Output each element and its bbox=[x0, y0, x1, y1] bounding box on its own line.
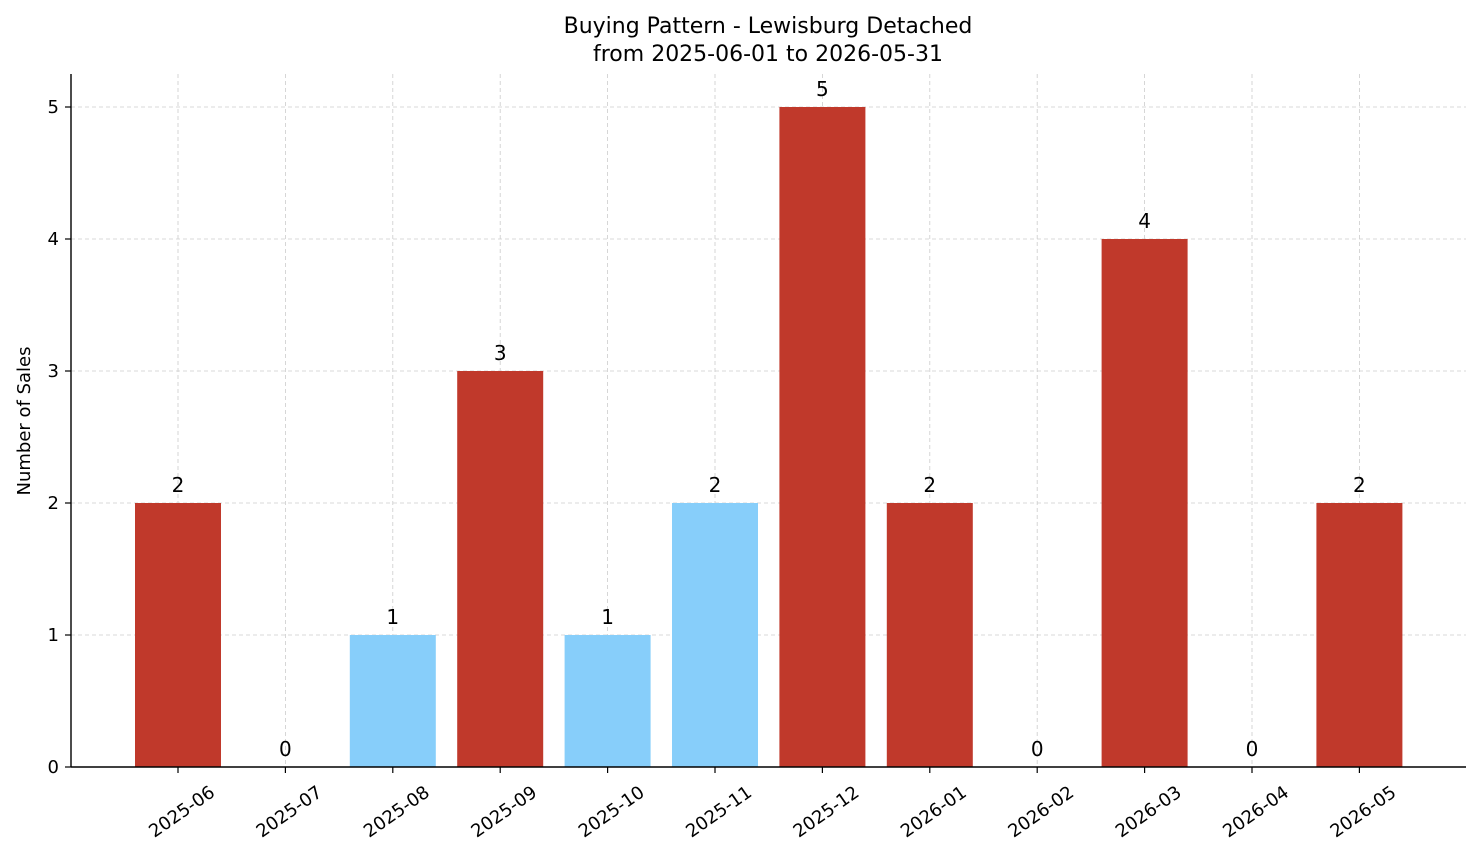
x-tick-label: 2026-03 bbox=[1112, 782, 1186, 842]
value-label-2025-10: 1 bbox=[601, 605, 614, 629]
value-label-2026-03: 4 bbox=[1138, 209, 1151, 233]
bar-2026-01 bbox=[886, 503, 973, 767]
bar-2025-10 bbox=[564, 635, 651, 767]
value-labels-layer: 2 0 1 3 1 2 5 2 0 4 0 2 bbox=[172, 77, 1366, 761]
bar-2025-09 bbox=[457, 371, 544, 767]
bar-2025-08 bbox=[349, 635, 436, 767]
grid-layer bbox=[71, 74, 1466, 768]
x-tick-label: 2025-06 bbox=[145, 782, 219, 842]
x-tick-label: 2025-10 bbox=[575, 782, 649, 842]
chart-title: Buying Pattern - Lewisburg Detached bbox=[564, 14, 973, 39]
x-tick-label: 2025-09 bbox=[467, 782, 541, 842]
value-label-2025-06: 2 bbox=[172, 473, 185, 497]
x-tick-label: 2026-04 bbox=[1219, 782, 1293, 842]
bar-2025-11 bbox=[672, 503, 758, 767]
y-tick-label: 4 bbox=[48, 229, 59, 250]
chart-subtitle: from 2025-06-01 to 2026-05-31 bbox=[593, 42, 943, 67]
bar-2025-12 bbox=[779, 107, 866, 767]
y-tick-label: 2 bbox=[48, 493, 59, 514]
value-label-2026-02: 0 bbox=[1031, 737, 1044, 761]
y-tick-label: 3 bbox=[48, 361, 59, 382]
bars-layer bbox=[135, 107, 1403, 767]
x-tick-label: 2025-12 bbox=[790, 782, 864, 842]
value-label-2025-12: 5 bbox=[816, 77, 829, 101]
value-label-2026-01: 2 bbox=[923, 473, 936, 497]
x-tick-label: 2026-01 bbox=[897, 782, 971, 842]
y-tick-label: 5 bbox=[48, 97, 59, 118]
x-tick-label: 2025-07 bbox=[253, 782, 327, 842]
x-tick-label: 2025-08 bbox=[360, 782, 434, 842]
value-label-2025-11: 2 bbox=[709, 473, 722, 497]
value-label-2026-05: 2 bbox=[1353, 473, 1366, 497]
y-tick-label: 1 bbox=[48, 625, 59, 646]
value-label-2026-04: 0 bbox=[1246, 737, 1259, 761]
bar-2026-03 bbox=[1101, 239, 1188, 767]
x-tick-label: 2026-02 bbox=[1004, 782, 1078, 842]
y-tick-label: 0 bbox=[48, 757, 59, 778]
x-tick-label: 2026-05 bbox=[1327, 782, 1401, 842]
bar-2026-05 bbox=[1316, 503, 1403, 767]
y-axis-label: Number of Sales bbox=[14, 346, 35, 495]
value-label-2025-08: 1 bbox=[386, 605, 399, 629]
value-label-2025-07: 0 bbox=[279, 737, 292, 761]
bar-2025-06 bbox=[135, 503, 221, 767]
x-tick-label: 2025-11 bbox=[682, 782, 756, 842]
value-label-2025-09: 3 bbox=[494, 341, 507, 365]
